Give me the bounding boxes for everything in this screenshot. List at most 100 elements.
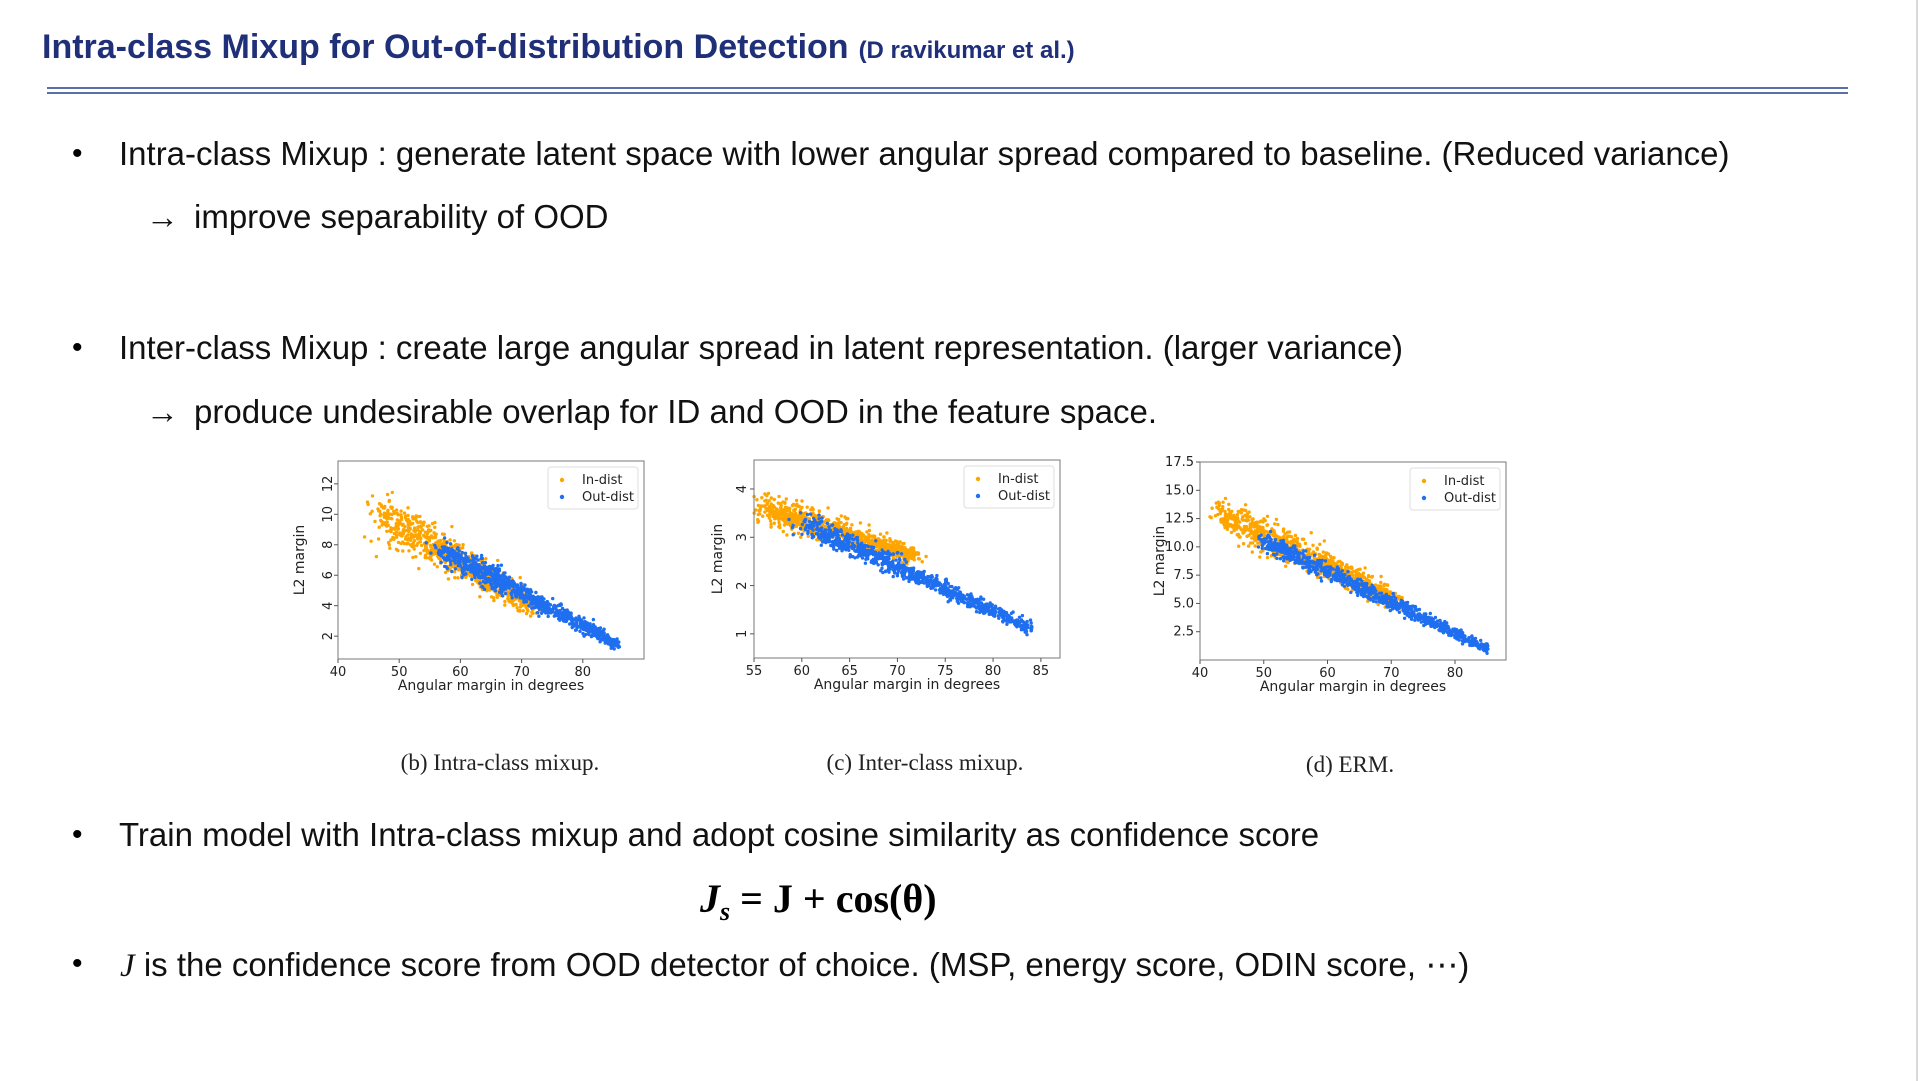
out-dist-point	[1374, 600, 1378, 604]
out-dist-point	[447, 549, 452, 554]
out-dist-point	[460, 575, 464, 579]
out-dist-point	[896, 571, 900, 575]
in-dist-point	[1255, 520, 1259, 524]
in-dist-point	[755, 498, 759, 502]
out-dist-point	[609, 643, 613, 648]
out-dist-point	[610, 637, 615, 642]
out-dist-point	[459, 557, 463, 561]
in-dist-point	[1231, 524, 1235, 528]
out-dist-point	[569, 612, 573, 617]
out-dist-point	[808, 512, 813, 516]
out-dist-point	[860, 556, 865, 560]
in-dist-point	[793, 512, 797, 516]
in-dist-point	[510, 601, 514, 605]
out-dist-point	[502, 577, 506, 581]
in-dist-point	[773, 517, 777, 521]
out-dist-point	[1011, 610, 1015, 614]
x-tick-label: 55	[746, 664, 763, 679]
in-dist-point	[520, 603, 524, 608]
in-dist-point	[379, 503, 383, 507]
out-dist-point	[1025, 633, 1029, 637]
out-dist-point	[811, 528, 815, 532]
out-dist-point	[563, 615, 568, 620]
in-dist-point	[407, 529, 411, 533]
in-dist-point	[443, 570, 448, 575]
out-dist-point	[573, 628, 578, 632]
out-dist-point	[591, 623, 596, 627]
in-dist-point	[766, 491, 771, 496]
in-dist-point	[777, 517, 781, 521]
out-dist-point	[946, 594, 950, 598]
scatter-points	[1208, 496, 1490, 655]
out-dist-point	[481, 585, 485, 589]
out-dist-point	[917, 581, 921, 586]
out-dist-point	[904, 576, 908, 580]
out-dist-point	[494, 566, 499, 571]
out-dist-point	[483, 580, 488, 585]
out-dist-point	[424, 541, 428, 545]
in-dist-point	[370, 509, 374, 513]
out-dist-point	[1371, 599, 1376, 603]
out-dist-point	[445, 540, 449, 545]
out-dist-point	[584, 632, 588, 637]
in-dist-point	[1289, 539, 1293, 544]
in-dist-point	[869, 534, 874, 538]
out-dist-point	[798, 526, 803, 531]
in-dist-point	[812, 513, 816, 517]
out-dist-point	[812, 521, 816, 525]
y-tick-label: 2	[321, 632, 336, 640]
in-dist-point	[390, 506, 394, 510]
out-dist-point	[859, 553, 863, 557]
y-tick-label: 10	[321, 506, 336, 523]
out-dist-point	[844, 548, 848, 552]
in-dist-point	[396, 548, 400, 553]
out-dist-point	[888, 561, 892, 566]
out-dist-point	[603, 636, 607, 640]
in-dist-point	[421, 528, 425, 532]
y-tick-label: 1	[735, 630, 750, 638]
in-dist-point	[767, 499, 771, 503]
out-dist-point	[834, 536, 839, 541]
in-dist-point	[411, 535, 416, 539]
out-dist-point	[882, 550, 886, 554]
in-dist-point	[393, 526, 397, 530]
out-dist-point	[615, 637, 619, 641]
in-dist-point	[1236, 516, 1240, 520]
out-dist-point	[578, 629, 582, 633]
in-dist-point	[785, 509, 789, 513]
in-dist-point	[1346, 565, 1351, 570]
out-dist-point	[807, 519, 812, 524]
in-dist-point	[891, 556, 896, 560]
out-dist-point	[551, 596, 555, 601]
in-dist-point	[387, 543, 391, 547]
in-dist-point	[1241, 542, 1246, 546]
out-dist-point	[490, 586, 494, 590]
in-dist-point	[1214, 501, 1218, 505]
x-tick-label: 80	[575, 665, 592, 680]
out-dist-point	[1017, 615, 1022, 619]
out-dist-point	[441, 555, 445, 559]
in-dist-point	[525, 608, 530, 612]
in-dist-point	[1284, 564, 1288, 568]
in-dist-point	[403, 515, 408, 520]
out-dist-point	[909, 571, 913, 575]
out-dist-point	[1304, 549, 1308, 553]
out-dist-point	[859, 544, 863, 548]
in-dist-point	[530, 610, 534, 614]
out-dist-point	[855, 535, 860, 540]
in-dist-point	[406, 519, 410, 524]
in-dist-point	[791, 502, 796, 507]
sub-text: improve separability of OOD	[194, 198, 609, 235]
out-dist-point	[1023, 630, 1027, 634]
in-dist-point	[518, 608, 522, 613]
in-dist-point	[784, 505, 788, 510]
out-dist-point	[824, 540, 828, 545]
x-tick-label: 80	[985, 664, 1002, 679]
out-dist-point	[891, 574, 895, 579]
in-dist-point	[779, 505, 783, 510]
out-dist-point	[831, 539, 836, 544]
in-dist-point	[799, 535, 803, 539]
out-dist-point	[559, 611, 563, 616]
out-dist-point	[460, 550, 464, 555]
out-dist-point	[862, 546, 867, 550]
